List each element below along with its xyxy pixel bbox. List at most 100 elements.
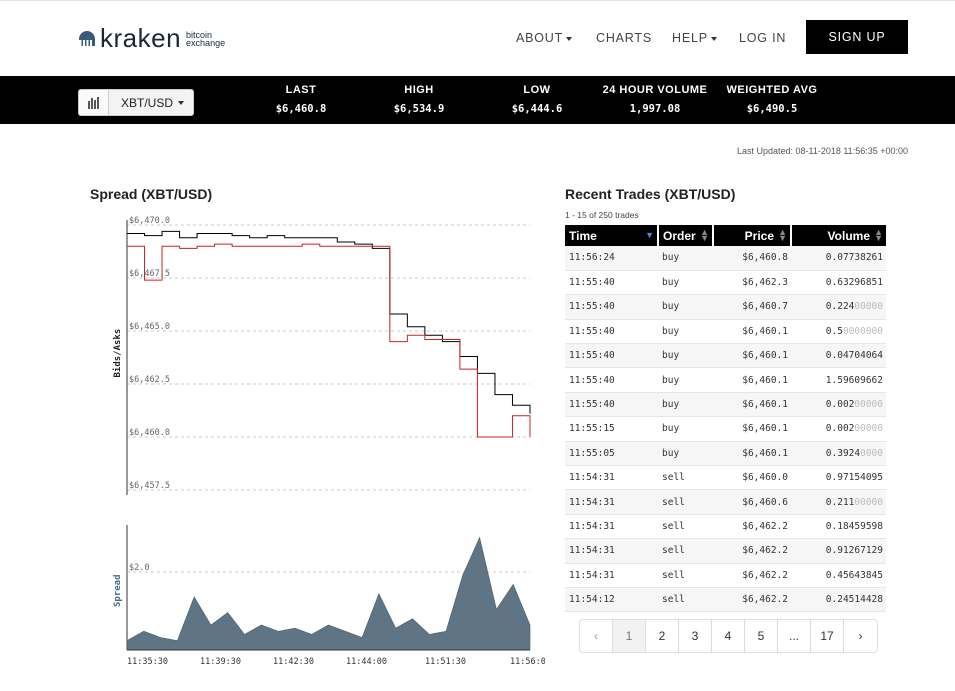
trade-order: buy — [658, 319, 713, 345]
x-tick-label: 11:42:30 — [273, 657, 314, 667]
nav-help[interactable]: HELP — [672, 31, 717, 45]
column-header-order[interactable]: Order ▲ ▼ — [658, 225, 714, 246]
trade-time: 11:55:40 — [565, 343, 658, 369]
kraken-logo[interactable]: kraken bitcoin exchange — [78, 23, 226, 53]
table-row: 11:54:31 sell $6,462.2 0.18459598 — [565, 514, 886, 540]
trade-price: $6,462.3 — [713, 270, 791, 296]
spread-y-axis-label: Spread — [113, 574, 123, 607]
trade-time: 11:54:31 — [565, 465, 658, 491]
trade-time: 11:54:31 — [565, 489, 658, 515]
trade-volume-padding: 00000 — [854, 399, 883, 411]
pair-selector[interactable]: XBT/USD — [78, 89, 194, 116]
trade-volume-value: 0.24514428 — [825, 594, 883, 606]
trade-order: sell — [658, 465, 713, 491]
logo-sub-line2: exchange — [186, 38, 226, 48]
trade-order: buy — [658, 441, 713, 467]
trade-volume: 0.00200000 — [791, 392, 886, 418]
trade-order: buy — [658, 270, 713, 296]
trade-order: buy — [658, 392, 713, 418]
table-row: 11:55:40 buy $6,460.1 0.00200000 — [565, 392, 886, 418]
spread-chart-title: Spread (XBT/USD) — [90, 186, 213, 202]
trades-table-body: 11:56:24 buy $6,460.8 0.07738261 11:55:40 buy… — [565, 246, 886, 613]
stat-value: $6,490.5 — [746, 103, 798, 115]
page-prev-button[interactable]: ‹ — [580, 620, 613, 652]
column-label: Time — [569, 228, 597, 243]
stat-label: WEIGHTED AVG — [726, 84, 818, 96]
nav-charts[interactable]: CHARTS — [596, 31, 652, 45]
table-row: 11:54:31 sell $6,460.6 0.21100000 — [565, 489, 886, 515]
trade-volume-padding: 0000000 — [842, 325, 883, 337]
page-ellipsis: ... — [778, 620, 811, 652]
recent-trades-table: Time ▼ Order ▲ ▼ Price ▲ ▼ Volume ▲ ▼ 11:56:24 b… — [565, 225, 886, 613]
table-header-row: Time ▼ Order ▲ ▼ Price ▲ ▼ Volume ▲ ▼ — [565, 225, 886, 246]
chevron-down-icon — [710, 36, 717, 41]
table-row: 11:54:12 sell $6,462.2 0.24514428 — [565, 587, 886, 613]
pagination: ‹ 1 2 3 4 5... 17 › — [579, 619, 878, 653]
y-tick-label: $6,467.5 — [129, 269, 170, 279]
trade-volume-value: 0.07738261 — [825, 252, 883, 264]
trade-price: $6,460.8 — [713, 246, 791, 271]
trade-volume: 0.24514428 — [791, 587, 886, 613]
page-4-button[interactable]: 4 — [712, 620, 745, 652]
stat-last: LAST $6,460.8 — [246, 84, 356, 115]
trade-volume-padding: 00000 — [854, 423, 883, 435]
table-row: 11:55:40 buy $6,460.1 0.50000000 — [565, 319, 886, 345]
recent-trades-title: Recent Trades (XBT/USD) — [565, 186, 736, 202]
trade-volume-value: 0.63296851 — [825, 277, 883, 289]
trade-order: sell — [658, 514, 713, 540]
y-tick-label: $6,470.0 — [129, 216, 170, 226]
page-3-button[interactable]: 3 — [679, 620, 712, 652]
trade-price: $6,462.2 — [713, 587, 791, 613]
trade-volume-value: 0.224 — [825, 301, 855, 313]
signup-button[interactable]: SIGN UP — [806, 20, 908, 54]
nav-login[interactable]: LOG IN — [739, 31, 786, 45]
column-header-price[interactable]: Price ▲ ▼ — [713, 225, 792, 246]
trade-time: 11:55:40 — [565, 367, 658, 393]
trade-time: 11:55:05 — [565, 441, 658, 467]
trade-volume: 0.21100000 — [791, 489, 886, 515]
trade-volume: 0.50000000 — [791, 319, 886, 345]
trade-time: 11:54:31 — [565, 514, 658, 540]
table-row: 11:54:31 sell $6,462.2 0.91267129 — [565, 538, 886, 564]
column-label: Order — [663, 228, 696, 243]
trade-order: buy — [658, 416, 713, 442]
nav-about[interactable]: ABOUT — [516, 31, 573, 45]
trade-order: sell — [658, 587, 713, 613]
table-row: 11:54:31 sell $6,462.2 0.45643845 — [565, 563, 886, 588]
ask-line — [127, 230, 531, 414]
trade-volume: 0.04704064 — [791, 343, 886, 369]
stat-label: LOW — [523, 84, 551, 96]
trade-price: $6,460.1 — [713, 367, 791, 393]
trade-volume: 0.63296851 — [791, 270, 886, 296]
sort-icon: ▲ ▼ — [778, 227, 787, 243]
kraken-logo-icon — [79, 30, 95, 46]
nav-login-label: LOG IN — [739, 31, 787, 45]
spread-y-tick-label: $2.0 — [129, 563, 149, 573]
chevron-down-icon — [178, 100, 185, 105]
x-tick-label: 11:35:30 — [127, 657, 168, 667]
x-tick-label: 11:51:30 — [425, 657, 466, 667]
page-1-button[interactable]: 1 — [613, 620, 646, 652]
page-5-button[interactable]: 5 — [745, 620, 778, 652]
chevron-down-icon — [566, 36, 573, 41]
trade-volume: 0.45643845 — [791, 563, 886, 588]
page-next-button[interactable]: › — [858, 629, 863, 643]
y-tick-label: $6,462.5 — [129, 375, 170, 385]
table-row: 11:54:31 sell $6,460.0 0.97154095 — [565, 465, 886, 491]
stat-label: HIGH — [404, 84, 434, 96]
logo-wordmark: kraken — [100, 23, 182, 53]
trade-volume: 0.07738261 — [791, 246, 886, 271]
table-row: 11:55:40 buy $6,460.1 1.59609662 — [565, 367, 886, 393]
column-header-volume[interactable]: Volume ▲ ▼ — [791, 225, 886, 246]
column-header-time[interactable]: Time ▼ — [565, 225, 659, 246]
stat-weighted-avg: WEIGHTED AVG $6,490.5 — [716, 84, 828, 115]
column-label: Price — [744, 228, 774, 243]
trade-time: 11:54:31 — [565, 563, 658, 588]
page-2-button[interactable]: 2 — [646, 620, 679, 652]
y-tick-label: $6,465.0 — [129, 322, 170, 332]
x-tick-label: 11:44:00 — [346, 657, 387, 667]
trade-price: $6,462.2 — [713, 514, 791, 540]
trade-volume-padding: 00000 — [854, 301, 883, 313]
trade-volume-padding: 00000 — [854, 496, 883, 508]
page-17-button[interactable]: 17 — [811, 620, 844, 652]
